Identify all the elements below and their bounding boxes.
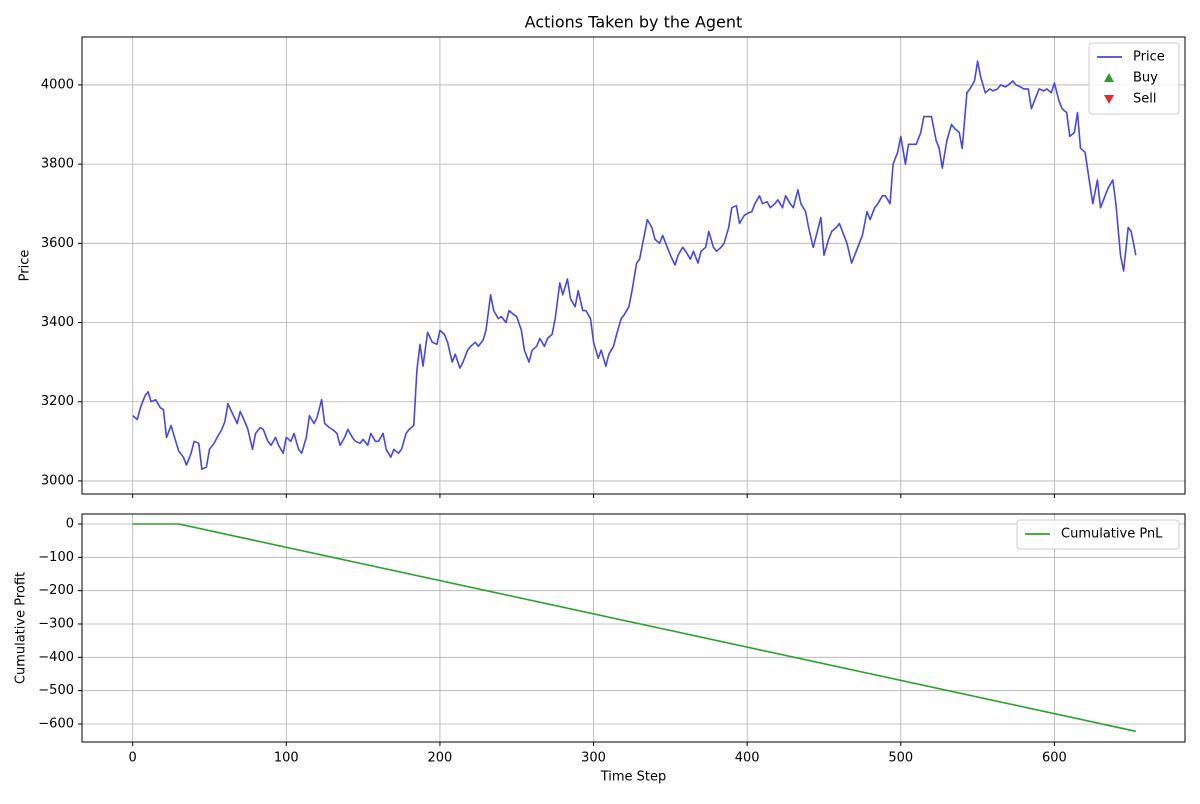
legend: Cumulative PnL xyxy=(1016,519,1180,550)
series-line xyxy=(132,60,1137,470)
y-tick-label: −100 xyxy=(38,550,74,565)
x-tick-label: 300 xyxy=(581,751,606,766)
y-tick-label: 3800 xyxy=(41,157,74,172)
x-tick-label: 400 xyxy=(735,751,760,766)
legend-label: Buy xyxy=(1133,71,1158,86)
legend-label: Cumulative PnL xyxy=(1061,527,1163,542)
y-tick-label: −600 xyxy=(38,717,74,732)
legend-label: Price xyxy=(1133,50,1165,65)
legend: Price Buy Sell xyxy=(1088,42,1180,115)
y-tick-label: 3000 xyxy=(41,473,74,488)
y-tick-label: −400 xyxy=(38,650,74,665)
y-tick-label: −500 xyxy=(38,683,74,698)
y-axis-label: Price xyxy=(18,250,33,282)
legend-swatch xyxy=(1104,95,1114,104)
legend-label: Sell xyxy=(1133,92,1156,107)
x-tick-label: 0 xyxy=(129,751,137,766)
x-tick-label: 500 xyxy=(888,751,913,766)
legend-swatch xyxy=(1104,73,1114,82)
chart-title: Actions Taken by the Agent xyxy=(525,13,743,32)
series-line xyxy=(132,523,1136,733)
x-tick-label: 200 xyxy=(428,751,453,766)
legend-box xyxy=(1016,519,1180,550)
axes-frame xyxy=(81,513,1186,743)
y-tick-label: 3600 xyxy=(41,236,74,251)
y-axis-label: Cumulative Profit xyxy=(14,572,29,684)
axes-frame xyxy=(81,36,1186,495)
x-tick-label: 600 xyxy=(1042,751,1067,766)
x-axis-label: Time Step xyxy=(600,770,667,785)
y-tick-label: 0 xyxy=(66,517,74,532)
y-tick-label: −200 xyxy=(38,583,74,598)
y-tick-label: 4000 xyxy=(41,77,74,92)
y-tick-label: 3400 xyxy=(41,315,74,330)
y-tick-label: −300 xyxy=(38,617,74,632)
x-tick-label: 100 xyxy=(274,751,299,766)
y-tick-label: 3200 xyxy=(41,394,74,409)
